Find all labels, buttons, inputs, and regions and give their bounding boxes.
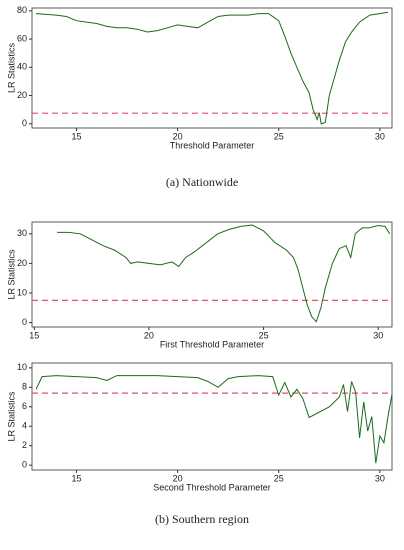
x-tick-label: 25 bbox=[274, 131, 284, 141]
y-tick-label: 0 bbox=[22, 317, 27, 327]
data-line bbox=[35, 11, 389, 125]
x-tick-label: 20 bbox=[144, 330, 154, 340]
y-axis-label: LR Statistics bbox=[6, 391, 16, 442]
y-axis-label: LR Statistics bbox=[6, 42, 16, 93]
y-tick-label: 10 bbox=[17, 362, 27, 372]
y-tick-label: 80 bbox=[17, 5, 27, 15]
y-tick-label: 20 bbox=[17, 258, 27, 268]
x-tick-label: 30 bbox=[373, 330, 383, 340]
plot-frame bbox=[31, 221, 393, 328]
y-tick-label: 6 bbox=[22, 401, 27, 411]
caption: (a) Nationwide bbox=[166, 175, 238, 189]
x-tick-label: 15 bbox=[29, 330, 39, 340]
data-line bbox=[57, 224, 391, 323]
x-tick-label: 20 bbox=[173, 473, 183, 483]
data-line bbox=[35, 375, 393, 464]
x-tick-label: 20 bbox=[173, 131, 183, 141]
plot-frame bbox=[31, 362, 393, 471]
plot-frame bbox=[31, 7, 393, 129]
y-tick-label: 0 bbox=[22, 460, 27, 470]
y-axis-label: LR Statistics bbox=[6, 249, 16, 300]
x-tick-label: 25 bbox=[259, 330, 269, 340]
y-tick-label: 2 bbox=[22, 440, 27, 450]
x-tick-label: 15 bbox=[71, 131, 81, 141]
y-tick-label: 30 bbox=[17, 228, 27, 238]
x-tick-label: 15 bbox=[71, 473, 81, 483]
caption: (b) Southern region bbox=[155, 512, 249, 526]
y-tick-label: 60 bbox=[17, 33, 27, 43]
x-tick-label: 30 bbox=[375, 473, 385, 483]
y-tick-label: 20 bbox=[17, 90, 27, 100]
y-tick-label: 10 bbox=[17, 287, 27, 297]
y-tick-label: 8 bbox=[22, 382, 27, 392]
y-tick-label: 40 bbox=[17, 62, 27, 72]
y-tick-label: 4 bbox=[22, 421, 27, 431]
x-tick-label: 30 bbox=[375, 131, 385, 141]
y-tick-label: 0 bbox=[22, 118, 27, 128]
x-axis-label: Threshold Parameter bbox=[170, 140, 255, 150]
x-axis-label: First Threshold Parameter bbox=[160, 339, 264, 349]
x-axis-label: Second Threshold Parameter bbox=[153, 482, 270, 492]
x-tick-label: 25 bbox=[274, 473, 284, 483]
